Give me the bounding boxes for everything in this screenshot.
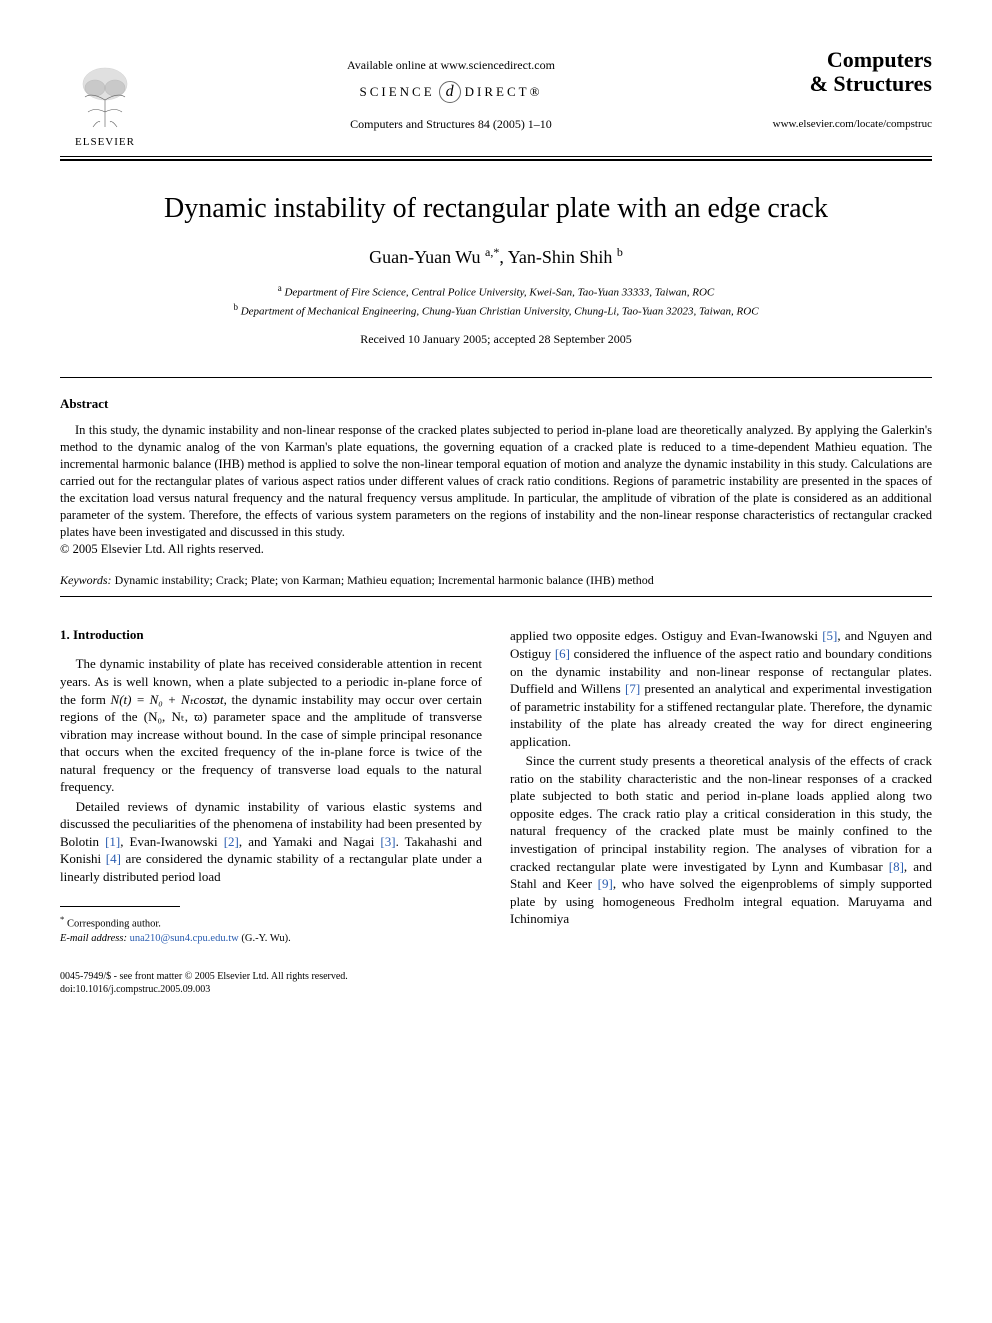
ref-5-link[interactable]: [5] xyxy=(822,628,837,643)
ref-4-link[interactable]: [4] xyxy=(106,851,121,866)
keywords-line: Keywords: Dynamic instability; Crack; Pl… xyxy=(60,573,932,588)
affil-a-sup: a xyxy=(278,283,282,293)
corr-text: Corresponding author. xyxy=(67,918,161,929)
sd-label-left: SCIENCE xyxy=(360,84,435,100)
abstract-top-rule xyxy=(60,377,932,378)
keywords-text: Dynamic instability; Crack; Plate; von K… xyxy=(115,573,654,587)
available-online-text: Available online at www.sciencedirect.co… xyxy=(150,58,752,73)
right-column: applied two opposite edges. Ostiguy and … xyxy=(510,627,932,946)
intro-para-2: Detailed reviews of dynamic instability … xyxy=(60,798,482,886)
corresponding-footnote: * Corresponding author. xyxy=(60,913,482,932)
p1-formula: N(t) = N₀ + Nₜcosϖt xyxy=(111,692,224,707)
intro-para-3: applied two opposite edges. Ostiguy and … xyxy=(510,627,932,750)
header-divider-thin xyxy=(60,156,932,157)
sd-label-right: DIRECT® xyxy=(465,84,543,100)
ref-7-link[interactable]: [7] xyxy=(625,681,640,696)
footer-info: 0045-7949/$ - see front matter © 2005 El… xyxy=(60,970,932,996)
p2c: , and Yamaki and Nagai xyxy=(239,834,381,849)
keywords-label: Keywords: xyxy=(60,573,112,587)
abstract-heading: Abstract xyxy=(60,396,932,412)
abstract-bottom-rule xyxy=(60,596,932,597)
ref-3-link[interactable]: [3] xyxy=(380,834,395,849)
p2e: are considered the dynamic stability of … xyxy=(60,851,482,884)
journal-reference: Computers and Structures 84 (2005) 1–10 xyxy=(150,117,752,132)
sd-symbol-icon: d xyxy=(439,81,461,103)
journal-title-line1: Computers xyxy=(752,48,932,72)
email-footnote: E-mail address: una210@sun4.cpu.edu.tw (… xyxy=(60,932,482,947)
author-1-sup: a,* xyxy=(485,245,499,259)
left-column: 1. Introduction The dynamic instability … xyxy=(60,627,482,946)
affiliation-b: b Department of Mechanical Engineering, … xyxy=(60,301,932,320)
ref-1-link[interactable]: [1] xyxy=(105,834,120,849)
affil-b-sup: b xyxy=(233,302,238,312)
intro-para-4: Since the current study presents a theor… xyxy=(510,752,932,927)
affiliations: a Department of Fire Science, Central Po… xyxy=(60,282,932,320)
body-columns: 1. Introduction The dynamic instability … xyxy=(60,627,932,946)
ref-2-link[interactable]: [2] xyxy=(224,834,239,849)
ref-9-link[interactable]: [9] xyxy=(598,876,613,891)
sciencedirect-logo: SCIENCE d DIRECT® xyxy=(360,81,543,103)
email-attrib: (G.-Y. Wu). xyxy=(241,933,290,944)
header-divider-thick xyxy=(60,159,932,161)
abstract-text: In this study, the dynamic instability a… xyxy=(60,422,932,540)
affiliation-a: a Department of Fire Science, Central Po… xyxy=(60,282,932,301)
corr-sup: * xyxy=(60,914,64,924)
author-2-sup: b xyxy=(617,245,623,259)
p4a: Since the current study presents a theor… xyxy=(510,753,932,873)
journal-title-box: Computers & Structures www.elsevier.com/… xyxy=(752,48,932,130)
elsevier-tree-icon xyxy=(70,62,140,132)
header-center: Available online at www.sciencedirect.co… xyxy=(150,48,752,132)
publisher-name: ELSEVIER xyxy=(75,136,135,148)
copyright-line: © 2005 Elsevier Ltd. All rights reserved… xyxy=(60,542,932,557)
email-label: E-mail address: xyxy=(60,933,127,944)
footer-line-2: doi:10.1016/j.compstruc.2005.09.003 xyxy=(60,983,932,996)
author-1: Guan-Yuan Wu xyxy=(369,247,480,267)
affil-a-text: Department of Fire Science, Central Poli… xyxy=(284,287,714,299)
authors-line: Guan-Yuan Wu a,*, Yan-Shin Shih b xyxy=(60,245,932,268)
intro-heading: 1. Introduction xyxy=(60,627,482,643)
p2b: , Evan-Iwanowski xyxy=(120,834,223,849)
footnote-rule xyxy=(60,906,180,907)
p3a: applied two opposite edges. Ostiguy and … xyxy=(510,628,822,643)
article-dates: Received 10 January 2005; accepted 28 Se… xyxy=(60,332,932,347)
header-row: ELSEVIER Available online at www.science… xyxy=(60,48,932,148)
publisher-logo: ELSEVIER xyxy=(60,48,150,148)
paper-title: Dynamic instability of rectangular plate… xyxy=(60,193,932,225)
affil-b-text: Department of Mechanical Engineering, Ch… xyxy=(241,306,759,318)
intro-para-1: The dynamic instability of plate has rec… xyxy=(60,655,482,795)
ref-6-link[interactable]: [6] xyxy=(555,646,570,661)
footer-line-1: 0045-7949/$ - see front matter © 2005 El… xyxy=(60,970,932,983)
author-2: Yan-Shin Shih xyxy=(508,247,613,267)
journal-title-line2: & Structures xyxy=(752,72,932,96)
journal-url: www.elsevier.com/locate/compstruc xyxy=(752,118,932,130)
email-link[interactable]: una210@sun4.cpu.edu.tw xyxy=(130,933,239,944)
ref-8-link[interactable]: [8] xyxy=(889,859,904,874)
